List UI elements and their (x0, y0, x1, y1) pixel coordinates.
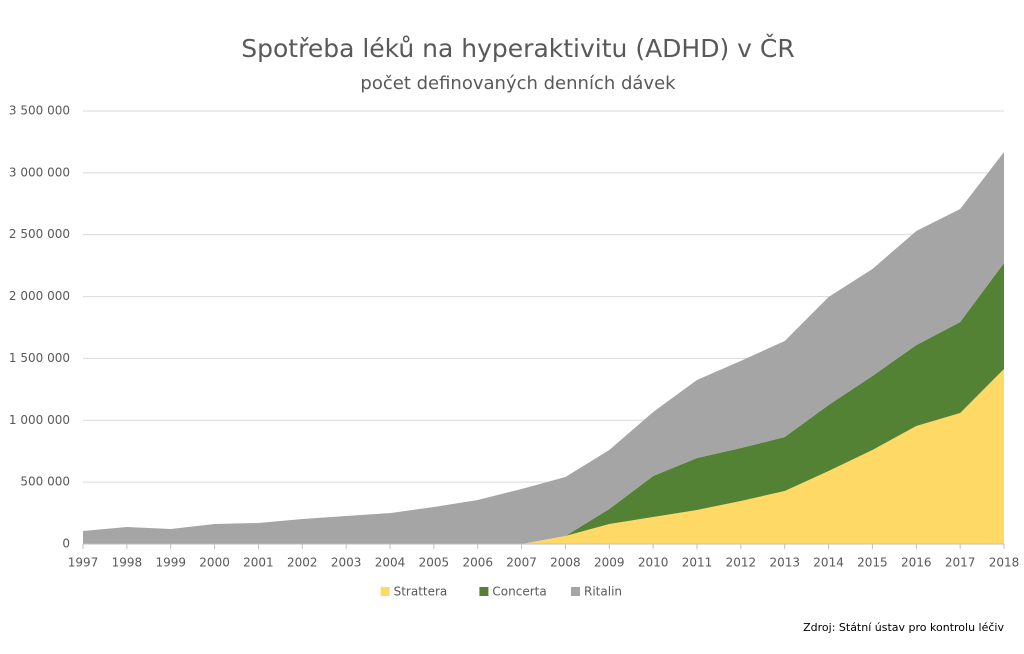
legend-swatch (479, 587, 489, 596)
legend-label: Strattera (394, 585, 448, 599)
x-tick-label: 1999 (155, 556, 186, 570)
x-tick-label: 2000 (199, 556, 230, 570)
x-tick-label: 2008 (550, 556, 581, 570)
legend-label: Ritalin (584, 585, 622, 599)
x-tick-label: 1998 (112, 556, 143, 570)
x-tick-label: 2013 (769, 556, 800, 570)
x-tick-label: 2005 (419, 556, 450, 570)
y-tick-label: 3 500 000 (9, 104, 70, 118)
legend-label: Concerta (492, 585, 546, 599)
x-tick-label: 2016 (901, 556, 932, 570)
x-tick-label: 2002 (287, 556, 318, 570)
source: Zdroj: Státní ústav pro kontrolu léčiv (803, 621, 1004, 634)
y-tick-label: 3 000 000 (9, 165, 70, 179)
chart-title: Spotřeba léků na hyperaktivitu (ADHD) v … (241, 33, 795, 63)
x-tick-label: 2003 (331, 556, 362, 570)
y-tick-label: 500 000 (20, 475, 70, 489)
y-tick-label: 2 000 000 (9, 289, 70, 303)
y-tick-label: 0 (62, 537, 70, 551)
x-tick-label: 2001 (243, 556, 274, 570)
area (83, 263, 1004, 544)
legend-swatch (571, 587, 580, 596)
x-tick-label: 2006 (462, 556, 493, 570)
x-tick-label: 2010 (638, 556, 669, 570)
chart-subtitle: počet definovaných denních dávek (360, 73, 676, 94)
x-tick-label: 2015 (857, 556, 888, 570)
x-tick-label: 2009 (594, 556, 625, 570)
area (83, 151, 1004, 544)
legend-swatch (380, 587, 390, 596)
y-tick-label: 2 500 000 (9, 227, 70, 241)
x-tick-label: 2012 (726, 556, 757, 570)
area (83, 368, 1004, 544)
x-tick-label: 2007 (506, 556, 537, 570)
x-tick-label: 2004 (375, 556, 406, 570)
y-tick-label: 1 000 000 (9, 413, 70, 427)
x-tick-label: 2018 (989, 556, 1020, 570)
y-tick-label: 1 500 000 (9, 351, 70, 365)
x-tick-label: 1997 (68, 556, 99, 570)
x-tick-label: 2014 (813, 556, 844, 570)
x-tick-label: 2011 (682, 556, 713, 570)
x-tick-label: 2017 (945, 556, 976, 570)
